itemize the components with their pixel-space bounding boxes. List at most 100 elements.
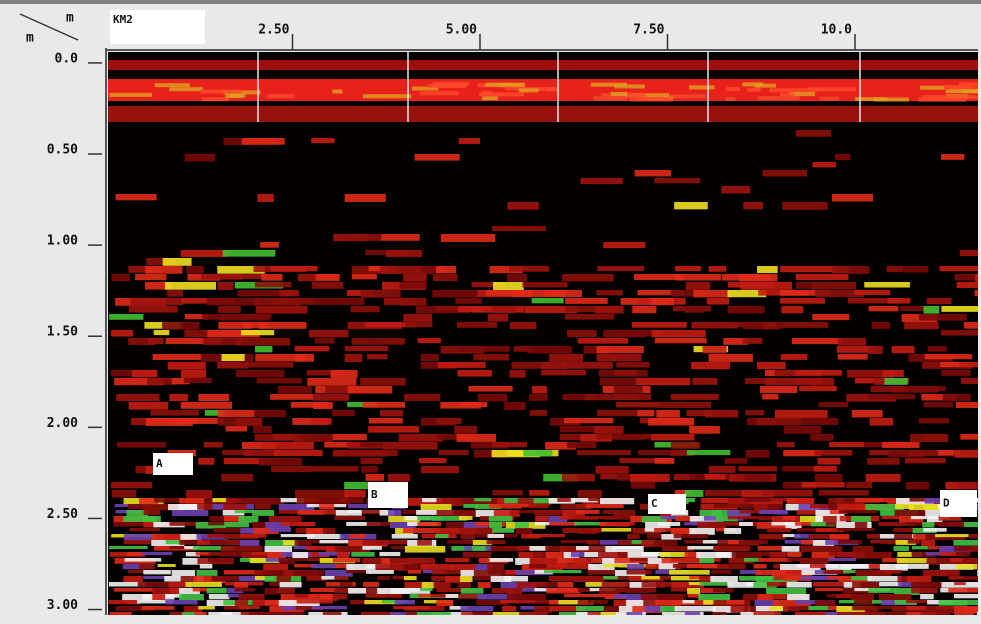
radar-streak	[361, 458, 383, 464]
radar-streak	[739, 540, 768, 544]
y-tick-label: 1.50	[47, 325, 78, 340]
radar-streak	[433, 274, 457, 281]
radar-streak	[337, 552, 349, 559]
radar-streak	[421, 504, 452, 511]
radar-streak	[257, 194, 273, 202]
radar-streak	[614, 594, 627, 599]
radar-streak	[529, 504, 549, 508]
radar-streak	[908, 540, 921, 544]
radar-streak	[636, 378, 690, 385]
radar-streak	[743, 322, 765, 329]
radar-streak	[204, 442, 223, 447]
radar-streak	[687, 450, 730, 455]
radar-streak	[775, 410, 828, 418]
radar-streak	[344, 490, 365, 498]
radar-streak	[253, 426, 272, 433]
radar-streak	[838, 354, 868, 360]
radar-streak	[422, 582, 435, 588]
radar-streak	[436, 498, 453, 503]
radar-streak	[223, 250, 276, 257]
radar-streak	[578, 338, 628, 344]
radar-streak	[220, 552, 243, 557]
radar-streak	[316, 274, 340, 281]
radar-streak	[172, 510, 208, 516]
radar-streak	[945, 85, 973, 89]
radar-streak	[674, 202, 708, 209]
radar-streak	[820, 97, 839, 101]
radar-streak	[461, 588, 484, 594]
radar-streak	[671, 594, 686, 601]
radar-streak	[399, 282, 426, 289]
radar-streak	[415, 154, 460, 161]
radar-streak	[759, 534, 786, 539]
radar-streak	[366, 570, 394, 574]
window-border	[0, 0, 981, 4]
radar-streak	[181, 370, 206, 378]
radar-streak	[769, 552, 786, 558]
radar-streak	[565, 298, 608, 304]
radar-streak	[658, 402, 711, 408]
radar-streak	[468, 386, 512, 392]
radar-streak	[186, 490, 212, 498]
radar-streak	[691, 362, 730, 369]
radar-streak	[771, 498, 789, 501]
radar-streak	[200, 90, 242, 94]
radar-streak	[823, 516, 837, 522]
radar-streak	[421, 466, 459, 473]
radar-streak	[648, 418, 694, 426]
radar-streak	[809, 606, 829, 610]
radar-streak	[124, 540, 152, 544]
radar-streak	[602, 528, 632, 532]
radar-streak	[591, 83, 627, 87]
radar-streak	[801, 482, 844, 488]
radar-streak	[685, 490, 704, 497]
radar-streak	[868, 346, 883, 354]
radar-streak	[760, 386, 797, 393]
radar-streak	[587, 570, 619, 575]
radar-streak	[616, 402, 659, 407]
radar-streak	[883, 370, 904, 377]
radar-streak	[255, 410, 286, 417]
radar-streak	[651, 298, 674, 305]
radar-streak	[298, 522, 313, 526]
radar-streak	[743, 338, 763, 344]
radar-streak	[129, 402, 168, 410]
radar-streak	[240, 540, 260, 546]
radar-streak	[207, 298, 260, 305]
radar-streak	[124, 534, 156, 540]
radar-streak	[154, 330, 170, 335]
radar-streak	[812, 314, 849, 320]
radar-streak	[651, 330, 705, 337]
radar-streak	[434, 582, 451, 588]
radar-streak	[651, 434, 695, 440]
radar-streak	[243, 450, 277, 456]
radar-streak	[782, 546, 800, 552]
radar-streak	[112, 490, 136, 498]
radar-streak	[532, 386, 547, 393]
radar-streak	[810, 564, 826, 568]
radar-streak	[830, 534, 850, 540]
radar-streak	[709, 354, 753, 362]
radar-streak	[261, 274, 282, 281]
radar-streak	[699, 558, 714, 563]
radar-streak	[697, 522, 726, 529]
radar-streak	[186, 266, 203, 273]
radar-streak	[632, 322, 687, 328]
radar-streak	[404, 576, 417, 580]
radar-streak	[117, 442, 166, 448]
radar-streak	[208, 558, 233, 562]
radar-streak	[333, 434, 367, 440]
radar-streak	[529, 546, 547, 551]
radar-streak	[801, 418, 839, 425]
radar-streak	[489, 522, 502, 528]
radar-streak	[613, 510, 636, 517]
radar-streak	[260, 242, 279, 248]
radar-streak	[689, 426, 720, 434]
radar-streak	[777, 442, 795, 447]
radar-streak	[127, 552, 142, 556]
radar-streak	[311, 138, 334, 143]
radar-streak	[832, 194, 873, 201]
radar-streak	[562, 274, 614, 281]
radar-streak	[781, 306, 803, 313]
radar-streak	[331, 370, 358, 378]
